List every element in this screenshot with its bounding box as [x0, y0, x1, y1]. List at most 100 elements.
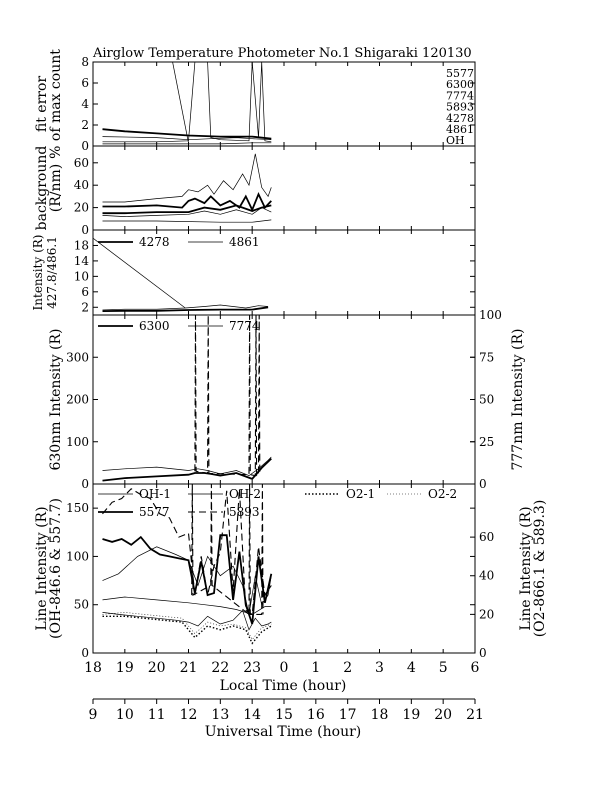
y2-tick-label: 20: [479, 607, 494, 621]
series-line-4861: [102, 304, 269, 311]
local-time-tick-label: 20: [148, 660, 166, 676]
legend-label: 4861: [229, 235, 260, 249]
y-tick-label: 150: [66, 501, 89, 515]
ut-tick-label: 19: [402, 707, 420, 723]
ut-tick-label: 9: [89, 707, 98, 723]
series-group: [102, 62, 272, 145]
y2-tick-label: 100: [479, 308, 502, 322]
series-line-oh-1: [102, 609, 272, 631]
legend-label: O2-2: [428, 487, 457, 501]
line-label-5577: 5577: [446, 67, 474, 80]
y-axis-label: 427.8/486.1: [45, 236, 59, 309]
line-label-4861: 4861: [446, 123, 474, 136]
series-line-unnamed-3: [194, 315, 261, 477]
y2-axis-label: (O2-866.1 & 589.3): [532, 500, 548, 638]
legend-label: 5893: [229, 505, 260, 519]
legend-item-o2-1: O2-1: [305, 487, 375, 501]
series-line-unnamed-8: [191, 484, 264, 616]
ut-axis: 9 10 11 12 13 14 15 16 17 18 19 20 21: [89, 698, 484, 723]
y-tick-label: 6: [81, 285, 89, 299]
ut-tick-label: 20: [434, 707, 452, 723]
legend-item-4278: 4278: [98, 235, 170, 249]
legend-label: O2-1: [346, 487, 375, 501]
local-time-tick-label: 18: [84, 660, 102, 676]
y-axis-label: % of max count: [48, 49, 64, 159]
legend-item-6300: 6300: [98, 319, 170, 333]
ut-axis-label: Universal Time (hour): [205, 724, 362, 740]
local-time-tick-label: 4: [407, 660, 416, 676]
y-tick-label: 0: [81, 477, 89, 491]
y2-tick-label: 75: [479, 350, 494, 364]
y-tick-label: 50: [74, 598, 89, 612]
ut-tick-label: 13: [211, 707, 229, 723]
y-tick-label: 0: [81, 223, 89, 237]
y-tick-label: 0: [81, 139, 89, 153]
legend-label: 6300: [139, 319, 170, 333]
local-time-tick-label: 6: [471, 660, 480, 676]
local-time-tick-label: 5: [439, 660, 448, 676]
plot-frame: [92, 314, 476, 485]
series-line-7774: [102, 456, 272, 476]
ut-tick-label: 16: [307, 707, 325, 723]
local-time-axis-label: Local Time (hour): [220, 678, 347, 694]
ut-tick-label: 12: [180, 707, 198, 723]
y-tick-label: 10: [74, 269, 89, 283]
legend-item-5577: 5577: [98, 505, 170, 519]
series-line-5893: [102, 488, 272, 616]
ut-tick-label: 11: [148, 707, 166, 723]
y2-tick-label: 50: [479, 393, 494, 407]
legend-label: 4278: [139, 235, 170, 249]
ut-tick-label: 10: [116, 707, 134, 723]
y-tick-label: 40: [74, 178, 89, 192]
series-line-unnamed-1: [102, 128, 272, 140]
ut-tick-label: 15: [275, 707, 293, 723]
y-tick-label: 8: [81, 55, 89, 69]
line-label-4278: 4278: [446, 112, 474, 125]
legend-label: OH-1: [139, 487, 171, 501]
legend-label: 5577: [139, 505, 170, 519]
series-line-unnamed-2: [102, 204, 272, 215]
ut-tick-label: 18: [371, 707, 389, 723]
series-line-unnamed-4: [102, 207, 272, 217]
local-time-tick-label: 21: [180, 660, 198, 676]
y-tick-label: 2: [81, 300, 89, 314]
y-tick-label: 4: [81, 97, 89, 111]
line-label-oh: OH: [446, 134, 465, 147]
series-line-unnamed-7: [102, 596, 272, 615]
series-group: [102, 153, 272, 223]
legend-item-5893: 5893: [188, 505, 260, 519]
series-line-unnamed-3: [93, 237, 186, 309]
local-time-tick-label: 1: [311, 660, 320, 676]
y-axis-label: fit error: [34, 76, 50, 133]
y-tick-label: 6: [81, 76, 89, 90]
ut-tick-label: 21: [466, 707, 484, 723]
series-line-5577: [102, 534, 273, 625]
line-label-6300: 6300: [446, 78, 474, 91]
line-label-7774: 7774: [446, 89, 474, 102]
y2-tick-label: 60: [479, 530, 494, 544]
series-group: [93, 237, 269, 312]
local-time-tick-label: 2: [343, 660, 352, 676]
y-tick-label: 300: [66, 350, 89, 364]
legend-item-4861: 4861: [188, 235, 260, 249]
y-tick-label: 20: [74, 201, 89, 215]
local-time-tick-label: 3: [375, 660, 384, 676]
y2-axis-label: 777nm Intensity (R): [510, 328, 526, 470]
series-line-unnamed-4: [102, 142, 272, 145]
series-line-unnamed-1: [102, 191, 272, 213]
series-line-unnamed-5: [102, 219, 272, 223]
series-line-o2-2: [102, 612, 272, 641]
y2-tick-label: 25: [479, 435, 494, 449]
y-tick-label: 0: [81, 646, 89, 660]
series-line-unnamed-3: [102, 153, 272, 203]
local-time-tick-label: 19: [116, 660, 134, 676]
y-tick-label: 60: [74, 156, 89, 170]
legend-item-7774: 7774: [188, 319, 260, 333]
y2-tick-label: 40: [479, 569, 494, 583]
y-tick-label: 18: [74, 238, 89, 252]
y-axis-label: (OH-846.6 & 557.7): [48, 498, 64, 639]
local-time-tick-label: 23: [243, 660, 261, 676]
